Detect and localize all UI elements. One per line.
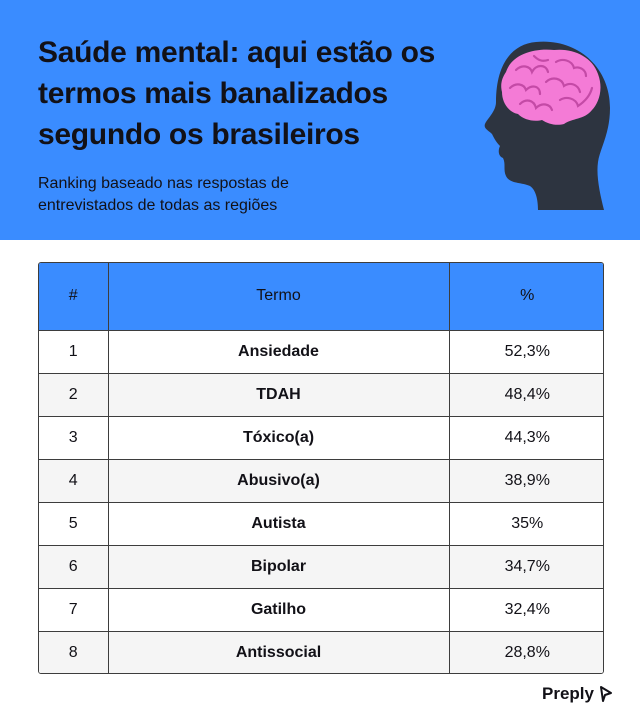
term-cell: Tóxico(a) — [108, 416, 450, 460]
term-cell: Bipolar — [108, 545, 450, 589]
rank-cell: 1 — [39, 330, 109, 374]
page-subtitle: Ranking baseado nas respostas de entrevi… — [38, 175, 289, 214]
column-header-term: Termo — [108, 263, 450, 331]
term-cell: Gatilho — [108, 588, 450, 632]
rank-cell: 7 — [39, 588, 109, 632]
percent-cell: 28,8% — [449, 631, 603, 673]
column-header-percent: % — [449, 263, 603, 331]
percent-cell: 52,3% — [449, 330, 603, 374]
term-cell: Ansiedade — [108, 330, 450, 374]
percent-cell: 32,4% — [449, 588, 603, 632]
column-header-rank: # — [39, 263, 109, 331]
table-row: 3 Tóxico(a) 44,3% — [39, 416, 603, 460]
term-cell: Antissocial — [108, 631, 450, 673]
percent-cell: 34,7% — [449, 545, 603, 589]
percent-cell: 48,4% — [449, 373, 603, 417]
table-row: 2 TDAH 48,4% — [39, 373, 603, 417]
table-row: 4 Abusivo(a) 38,9% — [39, 459, 603, 503]
percent-cell: 35% — [449, 502, 603, 546]
head-with-brain-icon — [484, 41, 610, 210]
rank-cell: 8 — [39, 631, 109, 673]
preply-logo-icon — [600, 686, 612, 702]
term-cell: TDAH — [108, 373, 450, 417]
brand-logo: Preply — [542, 684, 614, 704]
percent-cell: 44,3% — [449, 416, 603, 460]
rank-cell: 4 — [39, 459, 109, 503]
term-cell: Autista — [108, 502, 450, 546]
header-banner: Saúde mental: aqui estão os termos mais … — [0, 0, 640, 240]
rank-cell: 6 — [39, 545, 109, 589]
table-row: 5 Autista 35% — [39, 502, 603, 546]
table-row: 6 Bipolar 34,7% — [39, 545, 603, 589]
percent-cell: 38,9% — [449, 459, 603, 503]
table-row: 1 Ansiedade 52,3% — [39, 330, 603, 374]
page-title: Saúde mental: aqui estão os termos mais … — [38, 36, 436, 151]
table-header-row: # Termo % — [39, 263, 603, 331]
brand-name: Preply — [542, 684, 594, 703]
ranking-table-container: # Termo % 1 Ansiedade 52,3% 2 TDAH 48,4%… — [38, 262, 604, 674]
table-row: 7 Gatilho 32,4% — [39, 588, 603, 632]
ranking-table: # Termo % 1 Ansiedade 52,3% 2 TDAH 48,4%… — [39, 263, 603, 673]
rank-cell: 5 — [39, 502, 109, 546]
rank-cell: 2 — [39, 373, 109, 417]
rank-cell: 3 — [39, 416, 109, 460]
term-cell: Abusivo(a) — [108, 459, 450, 503]
table-row: 8 Antissocial 28,8% — [39, 631, 603, 673]
